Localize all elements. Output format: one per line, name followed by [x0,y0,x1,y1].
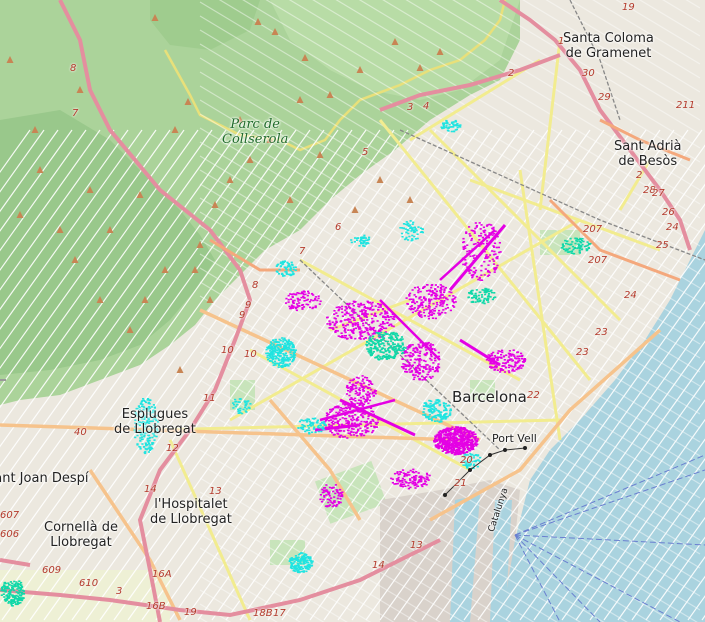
road-number-label: 610 [79,578,98,589]
road-number-label: 14 [144,484,157,495]
place-label-collserola: Parc de Collserola [222,118,288,148]
road-number-label: 9 [245,300,251,311]
place-label-barcelona: Barcelona [452,389,527,406]
road-number-label: 20 [460,455,473,466]
place-label-sant-joan-despi: Sant Joan Despí [0,472,88,487]
road-number-label: 23 [595,327,608,338]
road-number-label: 609 [42,565,61,576]
place-label-cornella: Cornellà de Llobregat [44,521,118,551]
road-number-label: 7 [299,246,305,257]
road-number-label: 2 [508,68,514,79]
ring-road-shield [0,379,6,381]
place-label-hospitalet: l'Hospitalet de Llobregat [150,498,232,528]
road-number-label: 27 [652,188,665,199]
road-number-label: 16A [152,569,172,580]
road-number-label: 22 [527,390,540,401]
road-number-label: 16B [146,601,166,612]
road-number-label: 24 [666,222,679,233]
place-label-sant-adria: Sant Adrià de Besòs [614,140,682,170]
road-number-label: 4 [423,101,429,112]
road-number-label: 3 [116,586,122,597]
road-number-label: 21 [454,478,467,489]
road-number-label: 23 [576,347,589,358]
place-label-port-vell: Port Vell [492,433,537,446]
road-number-label: 25 [656,240,669,251]
road-number-label: 6 [335,222,341,233]
place-label-santa-coloma: Santa Coloma de Gramenet [563,32,654,62]
road-number-label: 1 [558,36,564,47]
road-number-label: 10 [244,349,257,360]
road-number-label: 17 [273,608,286,619]
road-number-label: 19 [184,607,197,618]
road-number-label: 26 [662,207,675,218]
road-number-label: 8 [252,280,258,291]
road-number-label: 3 [407,102,413,113]
road-number-label: 207 [583,224,602,235]
place-label-esplugues: Esplugues de Llobregat [114,408,196,438]
road-number-label: 13 [410,540,423,551]
road-number-label: 13 [209,486,222,497]
road-number-label: 5 [362,147,368,158]
road-number-label: 11 [203,393,216,404]
road-number-label: 29 [598,92,611,103]
road-number-label: 7 [72,108,78,119]
road-number-label: 18B [253,608,273,619]
road-number-label: 10 [221,345,234,356]
road-number-label: 30 [582,68,595,79]
road-number-label: 607 [0,510,19,521]
road-number-label: 19 [622,2,635,13]
road-number-label: 12 [166,443,179,454]
road-number-label: 207 [588,255,607,266]
road-number-label: 14 [372,560,385,571]
road-number-label: 9 [239,310,245,321]
road-number-label: 24 [624,290,637,301]
road-number-label: 211 [676,100,695,111]
road-number-label: 8 [70,63,76,74]
road-number-label: 2 [636,170,642,181]
road-number-label: 606 [0,529,19,540]
road-number-label: 40 [74,427,87,438]
